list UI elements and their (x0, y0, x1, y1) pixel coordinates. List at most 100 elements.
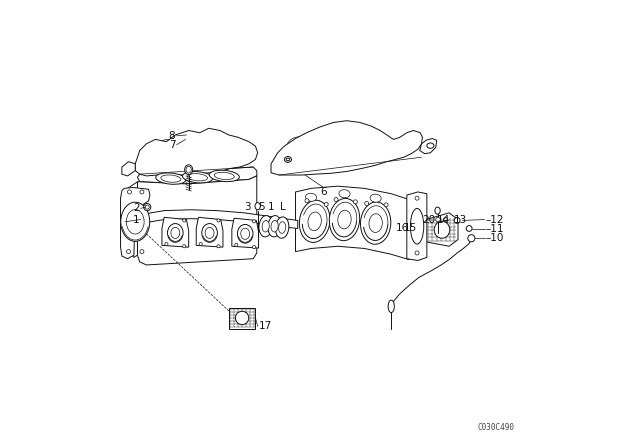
Text: 7: 7 (169, 140, 175, 150)
Polygon shape (162, 217, 189, 247)
Ellipse shape (427, 143, 434, 148)
Ellipse shape (255, 202, 260, 210)
Polygon shape (420, 138, 436, 154)
Ellipse shape (236, 311, 249, 325)
Text: 16: 16 (396, 223, 409, 233)
Ellipse shape (415, 251, 419, 255)
Polygon shape (426, 213, 458, 246)
Ellipse shape (435, 207, 440, 214)
Ellipse shape (185, 165, 193, 175)
Ellipse shape (168, 224, 183, 242)
Polygon shape (127, 182, 138, 258)
Ellipse shape (235, 243, 238, 246)
Ellipse shape (262, 220, 269, 232)
Ellipse shape (209, 170, 239, 181)
Text: 5: 5 (258, 202, 264, 212)
Ellipse shape (121, 202, 150, 241)
Polygon shape (120, 188, 150, 259)
Ellipse shape (388, 300, 394, 313)
Ellipse shape (171, 227, 180, 238)
Ellipse shape (444, 217, 448, 222)
Ellipse shape (127, 250, 131, 254)
Ellipse shape (268, 215, 282, 237)
Ellipse shape (202, 224, 218, 242)
Ellipse shape (284, 156, 291, 162)
Ellipse shape (253, 246, 255, 249)
Text: 1: 1 (268, 202, 275, 212)
Ellipse shape (467, 225, 472, 231)
Ellipse shape (360, 202, 391, 244)
Polygon shape (296, 186, 409, 260)
Text: C030C490: C030C490 (477, 423, 515, 432)
Ellipse shape (436, 217, 440, 222)
Ellipse shape (259, 215, 273, 237)
Ellipse shape (275, 217, 289, 238)
Ellipse shape (182, 219, 186, 222)
Ellipse shape (384, 203, 388, 207)
Ellipse shape (410, 208, 424, 244)
Ellipse shape (217, 245, 220, 248)
Ellipse shape (241, 228, 250, 239)
Polygon shape (407, 192, 427, 260)
Ellipse shape (415, 196, 419, 200)
Ellipse shape (454, 218, 460, 224)
Ellipse shape (369, 214, 382, 233)
Ellipse shape (300, 200, 330, 242)
Ellipse shape (145, 205, 149, 209)
Polygon shape (122, 162, 135, 176)
Ellipse shape (127, 190, 131, 194)
Ellipse shape (353, 200, 357, 204)
Text: –10: –10 (486, 233, 504, 243)
Ellipse shape (308, 212, 321, 231)
Text: 8: 8 (169, 131, 175, 141)
Text: 13: 13 (454, 215, 467, 224)
Ellipse shape (324, 202, 328, 207)
Polygon shape (228, 308, 255, 329)
Ellipse shape (338, 210, 351, 229)
Ellipse shape (161, 175, 181, 182)
Ellipse shape (205, 227, 214, 238)
Polygon shape (138, 167, 257, 184)
Ellipse shape (271, 220, 278, 232)
Ellipse shape (253, 220, 255, 223)
Ellipse shape (339, 190, 350, 198)
Ellipse shape (126, 210, 144, 234)
Polygon shape (196, 217, 223, 247)
Ellipse shape (140, 250, 144, 254)
Ellipse shape (334, 198, 338, 202)
Ellipse shape (278, 222, 285, 233)
Ellipse shape (305, 193, 317, 201)
Text: L: L (280, 202, 285, 212)
Ellipse shape (182, 245, 186, 248)
Ellipse shape (156, 173, 186, 184)
Ellipse shape (188, 173, 207, 181)
Ellipse shape (214, 172, 234, 180)
Ellipse shape (305, 199, 309, 202)
Text: 17: 17 (259, 321, 272, 332)
Ellipse shape (186, 166, 191, 173)
Text: 1: 1 (133, 215, 140, 224)
Ellipse shape (468, 235, 475, 242)
Polygon shape (232, 218, 259, 248)
Ellipse shape (140, 190, 144, 194)
Text: –12: –12 (486, 215, 504, 224)
Polygon shape (271, 121, 422, 175)
Ellipse shape (165, 242, 168, 246)
Text: 14: 14 (436, 215, 450, 224)
Ellipse shape (365, 202, 369, 206)
Text: 20: 20 (422, 215, 436, 224)
Ellipse shape (144, 203, 151, 211)
Polygon shape (125, 210, 298, 229)
Ellipse shape (330, 198, 360, 241)
Ellipse shape (217, 219, 220, 222)
Ellipse shape (199, 242, 202, 246)
Polygon shape (138, 176, 257, 265)
Text: 3: 3 (244, 202, 251, 212)
Text: 6: 6 (321, 187, 327, 197)
Ellipse shape (370, 194, 381, 202)
Ellipse shape (237, 224, 253, 243)
Polygon shape (135, 128, 258, 176)
Ellipse shape (286, 158, 290, 161)
Ellipse shape (182, 172, 212, 183)
Text: 15: 15 (404, 223, 417, 233)
